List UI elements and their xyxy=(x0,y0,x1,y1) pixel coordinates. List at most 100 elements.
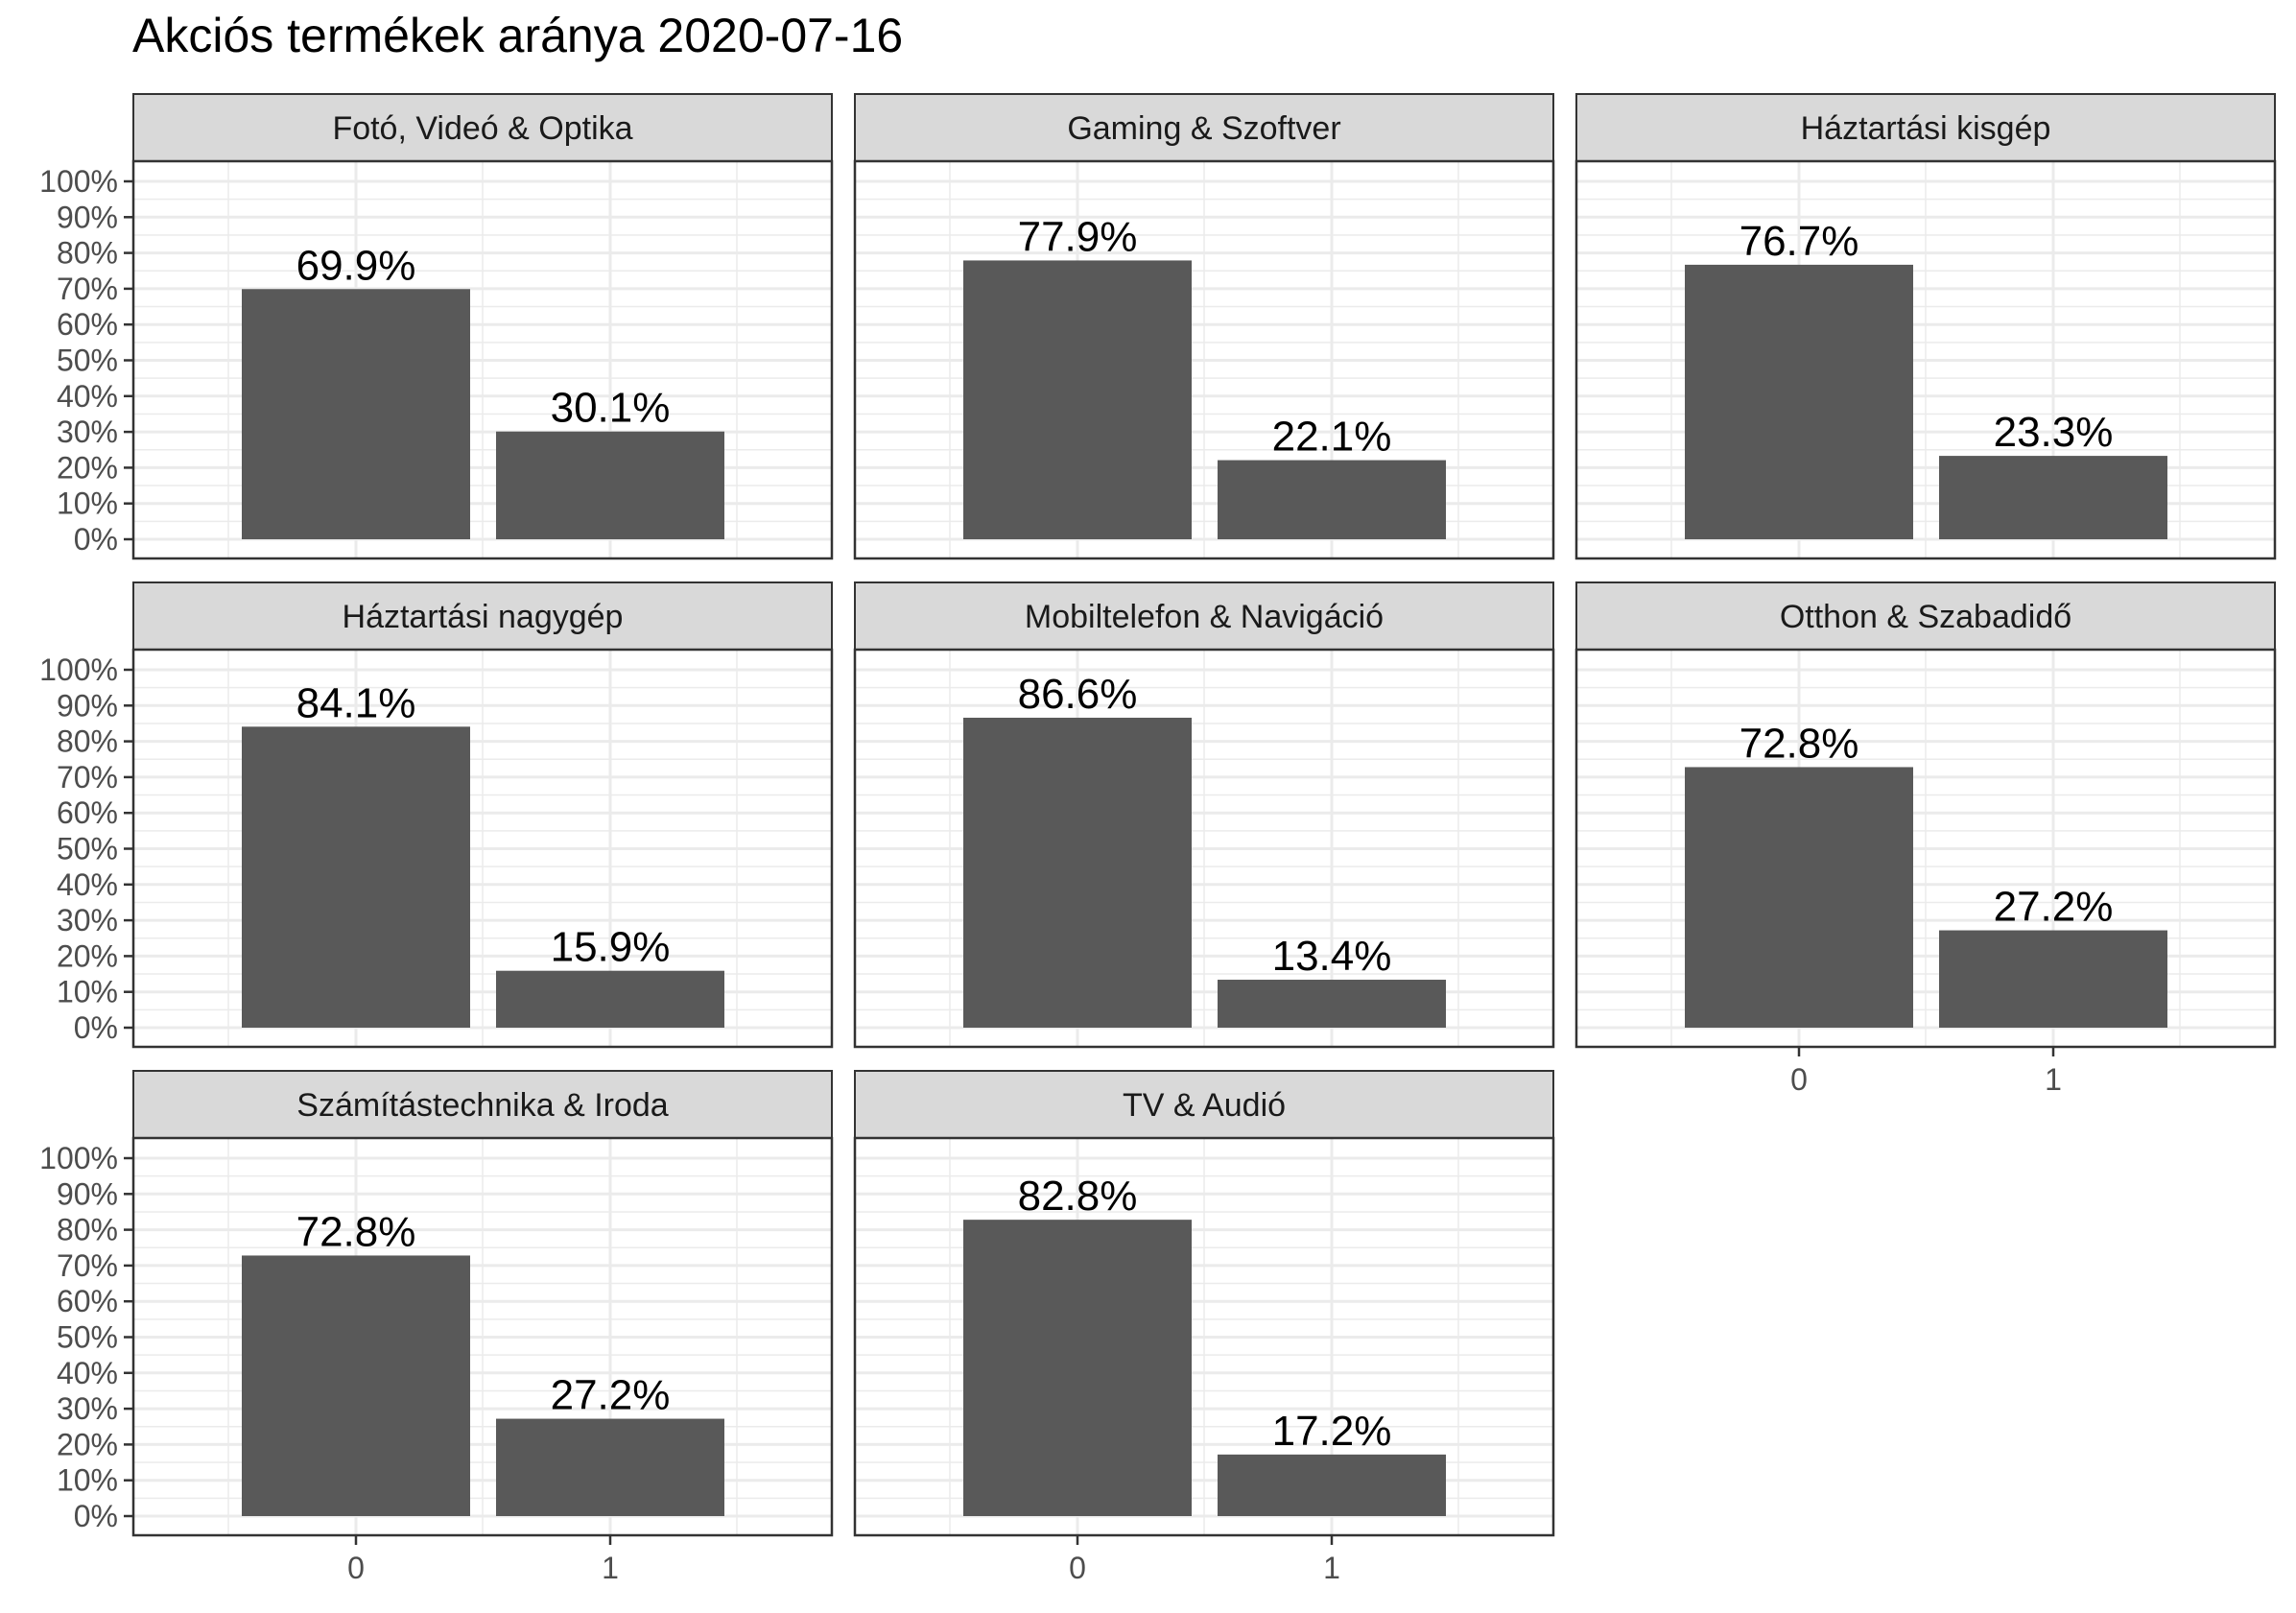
facet-panel: Gaming & Szoftver 77.9% 22.1% xyxy=(853,93,1555,560)
facet-title: Otthon & Szabadidő xyxy=(1780,599,2071,635)
y-tick-label: 90% xyxy=(57,688,118,723)
y-tick-label: 80% xyxy=(57,236,118,271)
data-label: 72.8% xyxy=(1740,720,1859,767)
bar xyxy=(963,1220,1192,1516)
data-label: 22.1% xyxy=(1272,414,1392,461)
facet-strip xyxy=(132,581,833,651)
y-tick-label: 60% xyxy=(57,1284,118,1318)
y-tick-label: 40% xyxy=(57,867,118,902)
x-tick-label: 1 xyxy=(2045,1062,2062,1097)
data-label: 15.9% xyxy=(551,924,671,971)
x-tick-label: 1 xyxy=(1323,1551,1340,1585)
bar xyxy=(242,289,470,539)
y-tick-label: 0% xyxy=(74,522,118,557)
data-label: 72.8% xyxy=(296,1208,416,1255)
y-tick-label: 70% xyxy=(57,1248,118,1283)
facet-title: Fotó, Videó & Optika xyxy=(332,110,632,147)
y-tick-label: 10% xyxy=(57,486,118,521)
facet-strip xyxy=(854,1070,1554,1139)
y-tick-label: 20% xyxy=(57,938,118,973)
facet-panel: Mobiltelefon & Navigáció 86.6% 13.4% xyxy=(853,581,1555,1049)
data-label: 30.1% xyxy=(551,385,671,432)
bar xyxy=(1685,264,1913,539)
y-tick-label: 80% xyxy=(57,1213,118,1247)
bar xyxy=(1685,767,1913,1028)
y-tick-label: 100% xyxy=(39,1141,118,1175)
bar xyxy=(1939,930,2167,1028)
panel-border xyxy=(853,159,1555,560)
y-tick-label: 30% xyxy=(57,415,118,449)
facet-strip xyxy=(132,93,833,162)
data-label: 13.4% xyxy=(1272,933,1392,980)
facet-title: Háztartási kisgép xyxy=(1801,110,2051,147)
facet-title: Mobiltelefon & Navigáció xyxy=(1025,599,1384,635)
bar xyxy=(1218,460,1446,539)
data-label: 86.6% xyxy=(1018,671,1138,718)
x-tick-label: 1 xyxy=(602,1551,619,1585)
y-tick-label: 40% xyxy=(57,1356,118,1390)
y-tick-label: 100% xyxy=(39,164,118,199)
y-tick-label: 30% xyxy=(57,903,118,937)
facet-panel: TV & Audió 82.8% 17.2% 0 1 xyxy=(853,1070,1555,1585)
bar xyxy=(963,260,1192,539)
y-tick-label: 50% xyxy=(57,1320,118,1355)
bar xyxy=(963,717,1192,1028)
data-label: 84.1% xyxy=(296,679,416,726)
data-label: 69.9% xyxy=(296,242,416,289)
bar xyxy=(242,1255,470,1516)
y-tick-label: 90% xyxy=(57,1176,118,1211)
facet-strip xyxy=(854,581,1554,651)
bar xyxy=(496,1418,724,1516)
facet-strip xyxy=(854,93,1554,162)
bar xyxy=(1218,980,1446,1028)
bar xyxy=(496,970,724,1028)
x-tick-label: 0 xyxy=(347,1551,365,1585)
y-tick-label: 80% xyxy=(57,724,118,759)
x-tick-label: 0 xyxy=(1790,1062,1808,1097)
data-label: 76.7% xyxy=(1740,218,1859,265)
facet-panel: Számítástechnika & Iroda 72.8% 27.2% 0%10%2… xyxy=(39,1070,834,1585)
y-tick-label: 60% xyxy=(57,795,118,830)
facet-panel: Háztartási nagygép 84.1% 15.9% 0%10%20%30%4… xyxy=(39,581,834,1049)
y-tick-label: 0% xyxy=(74,1010,118,1045)
facet-title: Háztartási nagygép xyxy=(343,599,624,635)
y-tick-label: 100% xyxy=(39,652,118,687)
y-tick-label: 20% xyxy=(57,450,118,485)
facet-panel: Háztartási kisgép 76.7% 23.3% xyxy=(1574,93,2277,560)
panel-border xyxy=(853,1136,1555,1537)
data-label: 27.2% xyxy=(551,1372,671,1419)
y-tick-label: 20% xyxy=(57,1427,118,1461)
bar xyxy=(1939,456,2167,539)
facet-title: TV & Audió xyxy=(1123,1087,1286,1124)
facet-panel: Fotó, Videó & Optika 69.9% 30.1% 0%10%20%30… xyxy=(39,93,834,560)
y-tick-label: 90% xyxy=(57,200,118,234)
y-tick-label: 50% xyxy=(57,832,118,866)
y-tick-label: 10% xyxy=(57,1463,118,1498)
panel-border xyxy=(1574,159,2277,560)
y-tick-label: 30% xyxy=(57,1391,118,1426)
x-tick-label: 0 xyxy=(1069,1551,1086,1585)
bar xyxy=(1218,1454,1446,1516)
y-tick-label: 60% xyxy=(57,307,118,342)
chart-title: Akciós termékek aránya 2020-07-16 xyxy=(132,9,904,62)
y-tick-label: 50% xyxy=(57,344,118,378)
data-label: 82.8% xyxy=(1018,1173,1138,1220)
y-tick-label: 70% xyxy=(57,760,118,795)
y-tick-label: 40% xyxy=(57,379,118,414)
bar xyxy=(242,726,470,1028)
panel-border xyxy=(853,648,1555,1049)
facet-title: Gaming & Szoftver xyxy=(1067,110,1340,147)
y-tick-label: 10% xyxy=(57,975,118,1009)
y-tick-label: 70% xyxy=(57,272,118,306)
panel-border xyxy=(1574,648,2277,1049)
data-label: 77.9% xyxy=(1018,213,1138,260)
facet-panel: Otthon & Szabadidő 72.8% 27.2% 0 1 xyxy=(1574,581,2277,1097)
y-tick-label: 0% xyxy=(74,1499,118,1533)
facet-title: Számítástechnika & Iroda xyxy=(296,1087,669,1124)
data-label: 27.2% xyxy=(1994,884,2114,931)
bar xyxy=(496,431,724,539)
data-label: 17.2% xyxy=(1272,1408,1392,1455)
data-label: 23.3% xyxy=(1994,409,2114,456)
facet-strip xyxy=(132,1070,833,1139)
